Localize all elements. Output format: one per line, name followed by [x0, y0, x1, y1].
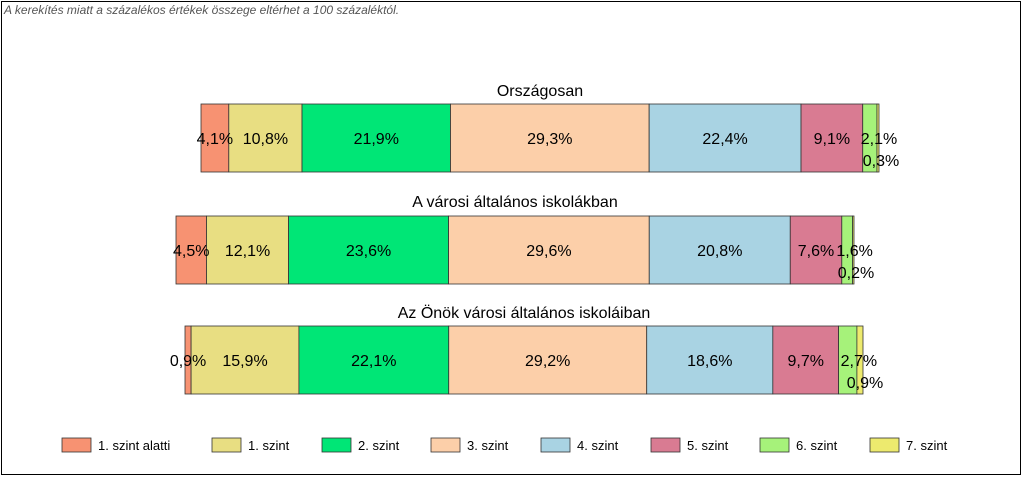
data-label: 18,6%: [687, 353, 732, 370]
bar-segment: [301, 103, 451, 173]
legend-swatch: [430, 437, 461, 453]
data-label: 0,9%: [847, 375, 883, 392]
data-label: 12,1%: [225, 243, 270, 260]
data-label: 10,8%: [243, 131, 288, 148]
legend-swatch: [321, 437, 352, 453]
data-label: 22,1%: [351, 353, 396, 370]
data-label: 23,6%: [346, 243, 391, 260]
legend-swatch: [211, 437, 242, 453]
bar-segment: [876, 103, 880, 173]
data-label: 2,1%: [861, 131, 897, 148]
bar-segment: [789, 215, 843, 285]
legend-label: 4. szint: [577, 438, 619, 453]
legend-swatch: [759, 437, 790, 453]
data-label: 22,4%: [702, 131, 747, 148]
legend-label: 1. szint: [248, 438, 290, 453]
rounding-footnote: A kerekítés miatt a százalékos értékek ö…: [4, 3, 400, 17]
group-title: Az Önök városi általános iskoláiban: [398, 304, 651, 322]
legend-label: 2. szint: [358, 438, 400, 453]
legend-swatch: [650, 437, 681, 453]
bar-segment: [856, 325, 864, 395]
bar-segment: [852, 215, 855, 285]
legend-swatch: [869, 437, 900, 453]
legend-label: 7. szint: [906, 438, 948, 453]
legend-swatch: [61, 437, 92, 453]
bar-segment: [450, 103, 650, 173]
data-label: 0,2%: [838, 265, 874, 282]
data-label: 2,7%: [841, 353, 877, 370]
bar-segment: [800, 103, 864, 173]
legend-swatch: [540, 437, 571, 453]
bar-segment: [175, 215, 207, 285]
bar-segment: [448, 215, 650, 285]
legend-label: 1. szint alatti: [98, 438, 170, 453]
legend-label: 5. szint: [687, 438, 729, 453]
data-label: 0,3%: [863, 153, 899, 170]
legend-label: 6. szint: [796, 438, 838, 453]
data-label: 9,7%: [787, 353, 823, 370]
data-label: 29,3%: [527, 131, 572, 148]
data-label: 21,9%: [354, 131, 399, 148]
data-label: 29,2%: [525, 353, 570, 370]
bar-segment: [206, 215, 289, 285]
bar-segment: [646, 325, 774, 395]
data-label: 0,9%: [170, 353, 206, 370]
data-label: 1,6%: [836, 243, 872, 260]
bar-segment: [200, 103, 230, 173]
group-title: A városi általános iskolákban: [412, 194, 617, 211]
data-label: 7,6%: [798, 243, 834, 260]
bar-segment: [648, 215, 791, 285]
data-label: 20,8%: [697, 243, 742, 260]
bar-segment: [288, 215, 449, 285]
bar-segment: [648, 103, 802, 173]
data-label: 9,1%: [814, 131, 850, 148]
data-label: 15,9%: [222, 353, 267, 370]
data-label: 29,6%: [526, 243, 571, 260]
data-label: 4,5%: [173, 243, 209, 260]
group-title: Országosan: [497, 83, 583, 100]
bar-segment: [228, 103, 303, 173]
legend-label: 3. szint: [467, 438, 509, 453]
bar-segment: [772, 325, 840, 395]
bar-segment: [298, 325, 450, 395]
data-label: 4,1%: [197, 131, 233, 148]
